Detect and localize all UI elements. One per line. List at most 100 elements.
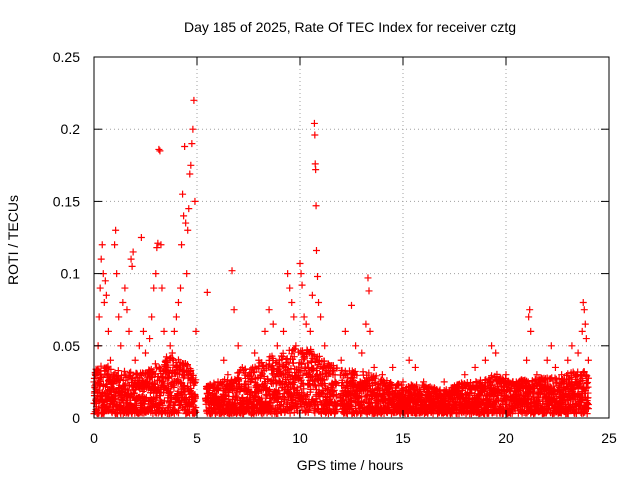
data-point <box>154 239 162 247</box>
data-point <box>579 298 587 306</box>
data-point <box>117 342 125 350</box>
grid-lines <box>94 57 609 418</box>
data-point <box>312 202 320 210</box>
data-point <box>313 397 321 405</box>
data-point <box>99 373 107 381</box>
data-point <box>160 327 168 335</box>
data-point <box>304 408 312 416</box>
data-point <box>310 119 318 127</box>
data-point <box>372 372 380 380</box>
data-point <box>245 385 252 393</box>
data-point <box>115 313 123 321</box>
data-point <box>179 190 187 198</box>
data-point <box>311 381 319 389</box>
data-point <box>280 327 288 335</box>
data-point <box>104 327 112 335</box>
data-point <box>275 356 283 364</box>
x-tick-labels: 0 5 10 15 20 25 <box>90 430 617 446</box>
data-point <box>174 298 182 306</box>
data-point <box>584 389 592 397</box>
y-tick-label: 0.1 <box>61 266 81 282</box>
data-point <box>166 342 174 350</box>
data-point <box>100 298 108 306</box>
data-point <box>123 306 131 314</box>
data-point <box>332 380 340 388</box>
data-point <box>555 375 563 383</box>
data-point <box>440 378 448 386</box>
data-point <box>298 281 306 289</box>
data-point <box>184 361 192 369</box>
data-point <box>388 381 396 389</box>
data-point <box>307 345 315 353</box>
data-point <box>125 327 133 335</box>
data-point <box>461 371 469 379</box>
data-point <box>155 145 163 153</box>
data-point <box>298 360 306 368</box>
data-point <box>387 382 395 390</box>
data-point <box>291 345 299 353</box>
data-point <box>238 363 246 371</box>
data-point <box>170 383 178 391</box>
data-point <box>187 161 195 169</box>
data-point <box>584 374 592 382</box>
data-point <box>317 313 325 321</box>
data-point <box>547 342 555 350</box>
data-point <box>130 389 138 397</box>
data-point <box>270 371 278 379</box>
data-point <box>568 342 576 350</box>
data-point <box>162 356 170 364</box>
data-point <box>95 313 103 321</box>
data-point <box>192 327 200 335</box>
y-tick-label: 0.15 <box>53 193 80 209</box>
data-point <box>502 371 510 379</box>
y-tick-label: 0.25 <box>53 49 80 65</box>
data-point <box>300 385 308 393</box>
data-point <box>230 306 238 314</box>
data-point <box>286 284 294 292</box>
data-point <box>119 298 127 306</box>
data-point <box>358 349 366 357</box>
data-point <box>375 397 383 405</box>
data-point <box>120 367 128 375</box>
data-point <box>94 366 102 374</box>
data-point <box>275 401 283 409</box>
data-point <box>97 255 105 263</box>
data-point <box>308 291 316 299</box>
data-point <box>523 356 531 364</box>
data-point <box>181 143 189 151</box>
data-point <box>574 349 582 357</box>
data-point <box>214 385 222 393</box>
data-point <box>131 356 139 364</box>
data-point <box>568 378 576 386</box>
data-point <box>533 371 541 379</box>
data-point <box>357 410 365 418</box>
data-point <box>183 270 191 278</box>
data-point <box>558 371 566 379</box>
data-point <box>185 205 193 213</box>
data-point <box>405 356 413 364</box>
data-point <box>255 356 263 364</box>
data-point <box>158 284 166 292</box>
data-point <box>160 397 168 405</box>
data-point <box>584 383 592 391</box>
data-point <box>338 366 346 374</box>
data-point <box>142 393 150 401</box>
data-point <box>172 313 180 321</box>
data-point <box>262 397 270 405</box>
data-point <box>312 166 320 174</box>
data-point <box>279 349 287 357</box>
data-point <box>364 274 372 282</box>
data-point <box>302 320 310 328</box>
data-point <box>420 378 428 386</box>
data-point <box>186 170 194 178</box>
data-point <box>341 327 349 335</box>
data-point <box>269 320 277 328</box>
data-point <box>370 379 378 387</box>
data-point <box>512 378 520 386</box>
data-point <box>91 384 99 392</box>
data-point <box>170 327 178 335</box>
data-point <box>220 356 228 364</box>
data-point <box>191 379 199 387</box>
data-point <box>235 376 243 384</box>
